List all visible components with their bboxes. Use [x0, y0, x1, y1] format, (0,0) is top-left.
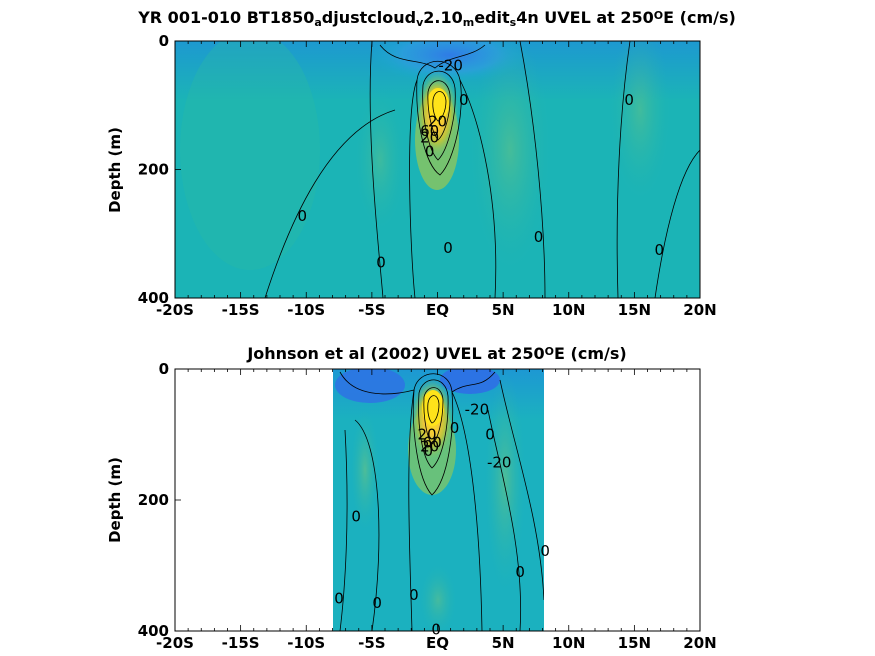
x-tick-label: -5S	[358, 634, 385, 652]
y-tick-label: 400	[138, 289, 169, 307]
y-tick-label: 0	[159, 360, 169, 378]
contour-label: 0	[655, 241, 665, 259]
x-tick-label: -10S	[287, 301, 325, 319]
contour-label: 20	[417, 426, 436, 444]
contour-label: 60	[420, 122, 439, 140]
x-tick-label: 5N	[492, 301, 515, 319]
x-tick-label: 5N	[492, 634, 515, 652]
contour-label: 0	[409, 586, 419, 604]
contour-label: 0	[425, 143, 435, 161]
contour-label: -20	[487, 454, 512, 472]
contour-label: 0	[424, 442, 434, 460]
panel-2-title: Johnson et al (2002) UVEL at 250OE (cm/s…	[246, 344, 626, 363]
y-tick-label: 200	[138, 491, 169, 509]
contour-label: -20	[438, 56, 463, 74]
x-tick-label: EQ	[426, 301, 449, 319]
contour-label: 20	[420, 128, 439, 146]
panel-2-ylabel: Depth (m)	[106, 457, 124, 543]
contour-label: 0	[450, 419, 460, 437]
panel-1: YR 001-010 BT1850adjustcloudv2.10medits4…	[106, 8, 736, 319]
x-tick-label: -20S	[156, 634, 194, 652]
contour-label: 60	[423, 433, 442, 451]
panel-1-field	[175, 41, 700, 298]
x-tick-label: 10N	[552, 634, 585, 652]
panel-1-title: YR 001-010 BT1850adjustcloudv2.10medits4…	[137, 8, 736, 29]
contour-label: 0	[534, 228, 544, 246]
panel-2: Johnson et al (2002) UVEL at 250OE (cm/s…	[106, 344, 717, 652]
contour-label: 0	[485, 426, 495, 444]
y-tick-label: 0	[159, 32, 169, 50]
contour-label: 20	[420, 437, 439, 455]
x-tick-label: 15N	[618, 634, 651, 652]
panel-2-field	[333, 369, 544, 631]
x-tick-label: -5S	[358, 301, 385, 319]
contour-label: 0	[515, 563, 525, 581]
x-tick-label: -10S	[287, 634, 325, 652]
panel-1-ylabel: Depth (m)	[106, 127, 124, 213]
y-tick-label: 200	[138, 161, 169, 179]
contour-label: 0	[372, 594, 382, 612]
contour-label: 20	[428, 112, 447, 130]
x-tick-label: 20N	[683, 301, 716, 319]
contour-label: 0	[351, 507, 361, 525]
contour-label: 0	[624, 91, 634, 109]
contour-label: 0	[443, 239, 453, 257]
contour-label: 0	[540, 542, 550, 560]
contour-label: 0	[431, 621, 441, 639]
x-tick-label: 15N	[618, 301, 651, 319]
contour-label: 0	[298, 207, 308, 225]
contour-label: 0	[334, 589, 344, 607]
x-tick-label: 10N	[552, 301, 585, 319]
x-tick-label: EQ	[426, 634, 449, 652]
contour-label: 0	[376, 254, 386, 272]
x-tick-label: 20N	[683, 634, 716, 652]
x-tick-label: -15S	[222, 634, 260, 652]
contour-label: -20	[465, 401, 490, 419]
x-tick-label: -15S	[222, 301, 260, 319]
y-tick-label: 400	[138, 622, 169, 640]
x-tick-label: -20S	[156, 301, 194, 319]
contour-label: 0	[459, 91, 469, 109]
